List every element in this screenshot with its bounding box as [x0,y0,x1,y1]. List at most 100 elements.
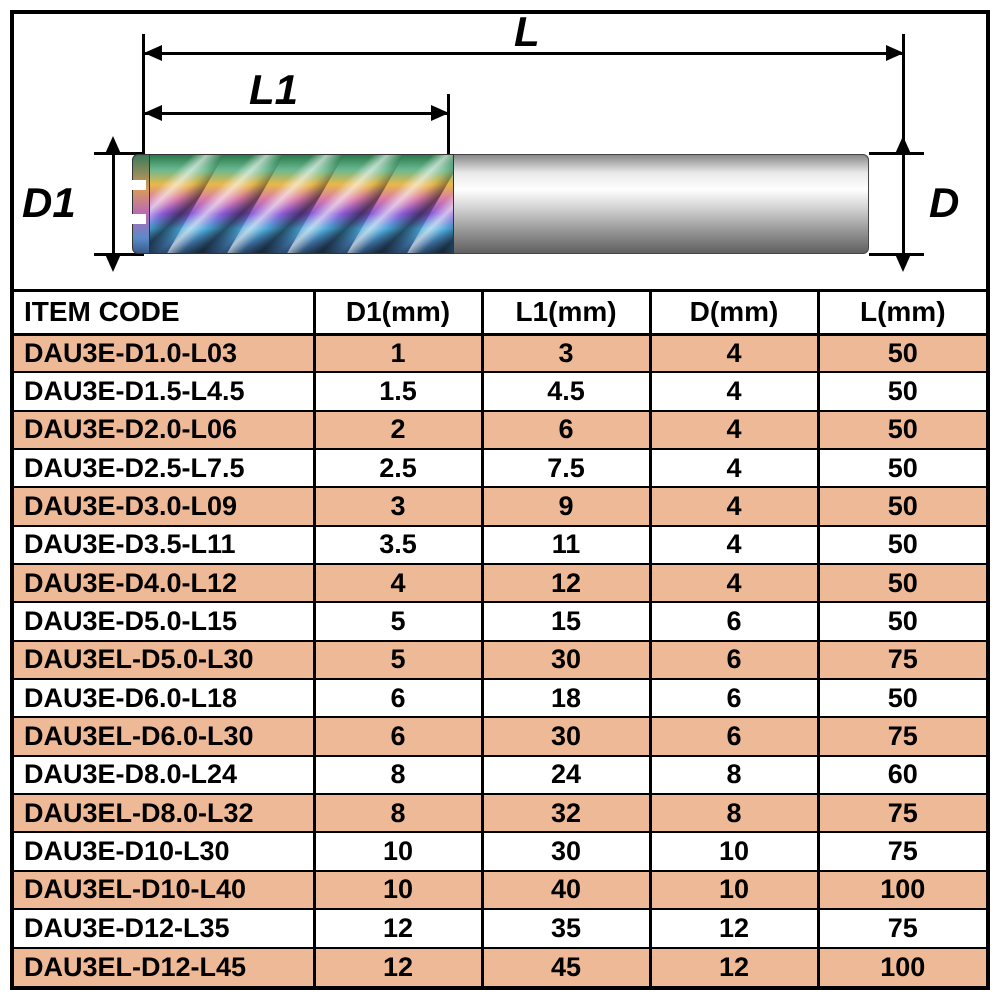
cell-value: 5 [314,602,482,640]
tool-tip-notch [132,180,146,190]
table-row: DAU3E-D1.5-L4.51.54.5450 [14,372,986,410]
dim-D-arrow-down [895,254,911,272]
cell-itemcode: DAU3E-D1.0-L03 [14,334,314,372]
cell-value: 100 [818,948,986,987]
dim-D1-label: D1 [22,179,76,227]
dim-L-ext-right [902,34,905,144]
dim-L-ext-left [142,34,145,154]
cell-value: 4 [650,411,818,449]
dim-D-ext-bot [869,253,924,256]
table-row: DAU3E-D12-L3512351275 [14,909,986,947]
table-row: DAU3E-D2.0-L0626450 [14,411,986,449]
table-row: DAU3E-D4.0-L12412450 [14,564,986,602]
dim-D1-line [112,154,115,254]
cell-value: 8 [314,756,482,794]
cell-value: 2 [314,411,482,449]
cell-itemcode: DAU3E-D5.0-L15 [14,602,314,640]
table-row: DAU3E-D8.0-L24824860 [14,756,986,794]
cell-value: 6 [314,717,482,755]
table-row: DAU3E-D3.5-L113.511450 [14,526,986,564]
col-header-itemcode: ITEM CODE [14,292,314,334]
cell-value: 4 [650,487,818,525]
dim-D-label: D [929,179,959,227]
cell-value: 75 [818,641,986,679]
col-header-l: L(mm) [818,292,986,334]
tool-flute-body [144,154,454,254]
cell-value: 50 [818,334,986,372]
cell-value: 4 [650,449,818,487]
cell-value: 10 [314,871,482,909]
cell-value: 6 [650,717,818,755]
tool-diagram: L L1 D1 D [14,14,986,292]
cell-itemcode: DAU3E-D3.5-L11 [14,526,314,564]
cell-value: 50 [818,449,986,487]
cell-value: 50 [818,564,986,602]
cell-value: 5 [314,641,482,679]
dim-D-line [902,154,905,254]
cell-value: 12 [314,909,482,947]
cell-value: 4 [314,564,482,602]
cell-itemcode: DAU3E-D2.0-L06 [14,411,314,449]
cell-value: 75 [818,832,986,870]
dim-L1-label: L1 [249,66,298,114]
cell-value: 50 [818,372,986,410]
cell-value: 6 [650,602,818,640]
cell-value: 1 [314,334,482,372]
cell-value: 18 [482,679,650,717]
cell-value: 2.5 [314,449,482,487]
cell-value: 6 [650,641,818,679]
cell-value: 3.5 [314,526,482,564]
col-header-d: D(mm) [650,292,818,334]
cell-value: 1.5 [314,372,482,410]
table-row: DAU3E-D10-L3010301075 [14,832,986,870]
cell-value: 12 [314,948,482,987]
dim-L-label: L [514,8,540,56]
cell-itemcode: DAU3E-D12-L35 [14,909,314,947]
cell-value: 3 [482,334,650,372]
cell-value: 4 [650,526,818,564]
cell-value: 50 [818,526,986,564]
cell-value: 8 [650,794,818,832]
cell-itemcode: DAU3E-D6.0-L18 [14,679,314,717]
cell-value: 45 [482,948,650,987]
cell-value: 50 [818,602,986,640]
table-row: DAU3EL-D6.0-L30630675 [14,717,986,755]
tool-tip [132,154,150,254]
table-row: DAU3E-D3.0-L0939450 [14,487,986,525]
dim-L1-ext-right [447,94,450,154]
cell-value: 12 [650,948,818,987]
table-header-row: ITEM CODE D1(mm) L1(mm) D(mm) L(mm) [14,292,986,334]
col-header-d1: D1(mm) [314,292,482,334]
table-row: DAU3EL-D12-L45124512100 [14,948,986,987]
cell-value: 8 [650,756,818,794]
cell-itemcode: DAU3EL-D6.0-L30 [14,717,314,755]
tool-tip-notch [132,214,146,224]
cell-value: 11 [482,526,650,564]
cell-value: 40 [482,871,650,909]
cell-value: 12 [482,564,650,602]
table-row: DAU3E-D6.0-L18618650 [14,679,986,717]
cell-itemcode: DAU3E-D4.0-L12 [14,564,314,602]
col-header-l1: L1(mm) [482,292,650,334]
cell-value: 4 [650,372,818,410]
cell-value: 3 [314,487,482,525]
cell-value: 24 [482,756,650,794]
dim-D-ext-top [869,152,924,155]
cell-itemcode: DAU3E-D3.0-L09 [14,487,314,525]
spec-table: ITEM CODE D1(mm) L1(mm) D(mm) L(mm) DAU3… [14,292,986,986]
dim-L-arrow-left [144,45,162,61]
cell-itemcode: DAU3EL-D12-L45 [14,948,314,987]
cell-value: 6 [650,679,818,717]
dim-L1-arrow-left [144,105,162,121]
cell-value: 75 [818,909,986,947]
table-row: DAU3E-D1.0-L0313450 [14,334,986,372]
cell-value: 10 [650,871,818,909]
cell-itemcode: DAU3EL-D8.0-L32 [14,794,314,832]
dim-D1-arrow-down [105,254,121,272]
cell-value: 50 [818,411,986,449]
cell-value: 10 [650,832,818,870]
cell-value: 50 [818,487,986,525]
cell-value: 75 [818,794,986,832]
cell-value: 4 [650,564,818,602]
cell-value: 60 [818,756,986,794]
